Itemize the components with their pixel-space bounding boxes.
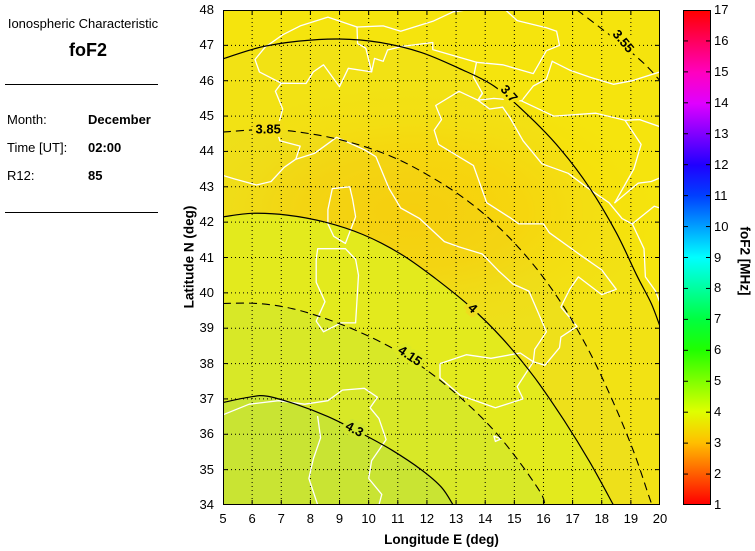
border-slovenia-croatia bbox=[477, 60, 553, 102]
colorbar-tick-label: 12 bbox=[714, 156, 729, 172]
x-axis-title: Longitude E (deg) bbox=[384, 532, 499, 547]
y-tick-label: 37 bbox=[199, 390, 214, 406]
x-tick-label: 13 bbox=[448, 511, 464, 526]
colorbar-tick-label: 3 bbox=[714, 435, 722, 451]
contour-4.15 bbox=[223, 302, 546, 505]
colorbar-tick-labels: 1 2 3 4 5 6 7 8 9 10 11 12 13 14 15 16 17 bbox=[714, 2, 744, 512]
y-tick-label: 46 bbox=[199, 72, 214, 88]
colorbar-tick-label: 1 bbox=[714, 497, 722, 512]
y-tick-label: 40 bbox=[199, 284, 214, 300]
contour-3.85 bbox=[223, 128, 653, 505]
x-tick-label: 18 bbox=[594, 511, 609, 526]
r12-value: 85 bbox=[88, 168, 103, 183]
colorbar-tick-label: 8 bbox=[714, 280, 722, 296]
x-tick-label: 6 bbox=[248, 511, 256, 526]
panel-title: Ionospheric Characteristic bbox=[7, 16, 159, 31]
panel-divider-bottom bbox=[5, 212, 158, 213]
panel-subtitle: foF2 bbox=[69, 40, 107, 60]
border-serbia-border bbox=[624, 118, 660, 128]
x-tick-label: 12 bbox=[419, 511, 435, 526]
y-tick-label: 34 bbox=[199, 497, 214, 512]
border-corsica bbox=[327, 186, 357, 245]
border-sicily bbox=[439, 352, 534, 409]
time-value: 02:00 bbox=[88, 140, 122, 155]
colorbar-tick-label: 13 bbox=[714, 125, 729, 141]
x-tick-label: 15 bbox=[507, 511, 522, 526]
colorbar bbox=[683, 10, 711, 505]
contour-label-3.85: 3.85 bbox=[256, 122, 281, 137]
r12-label: R12: bbox=[7, 168, 35, 183]
x-tick-label: 11 bbox=[391, 511, 405, 526]
colorbar-tick-label: 2 bbox=[714, 466, 722, 482]
border-adriatic-east-coast bbox=[477, 93, 660, 304]
colorbar-tick-label: 16 bbox=[714, 32, 729, 48]
contour-3.7 bbox=[223, 38, 660, 327]
y-axis-title: Latitude N (deg) bbox=[181, 205, 197, 309]
border-sardinia bbox=[315, 248, 360, 333]
month-label: Month: bbox=[7, 112, 47, 127]
x-tick-label: 20 bbox=[652, 511, 668, 526]
colorbar-tick-label: 9 bbox=[714, 249, 722, 265]
colorbar-tick-label: 17 bbox=[714, 2, 729, 17]
border-tunisia-algeria-border bbox=[308, 415, 322, 505]
contour-4 bbox=[223, 212, 614, 505]
border-hungary-croatia bbox=[551, 60, 660, 85]
x-tick-label: 16 bbox=[536, 511, 551, 526]
colorbar-title: foF2 [MHz] bbox=[737, 226, 753, 296]
y-axis-tick-labels: 34 35 36 37 38 39 40 41 42 43 44 45 46 47 48 bbox=[178, 2, 218, 512]
contour-4.3 bbox=[223, 395, 454, 505]
contour-3.55 bbox=[576, 10, 660, 82]
colorbar-tick-label: 7 bbox=[714, 311, 722, 327]
border-austria-hungary bbox=[475, 10, 561, 75]
y-tick-label: 41 bbox=[199, 249, 214, 265]
y-tick-label: 38 bbox=[199, 355, 214, 371]
border-italy bbox=[274, 41, 617, 366]
month-value: December bbox=[88, 112, 151, 127]
x-tick-label: 19 bbox=[623, 511, 639, 526]
y-tick-label: 43 bbox=[199, 178, 214, 194]
y-tick-label: 47 bbox=[199, 37, 214, 53]
x-tick-label: 14 bbox=[477, 511, 493, 526]
border-france-coast bbox=[223, 158, 297, 186]
y-tick-label: 35 bbox=[199, 461, 214, 477]
x-tick-label: 10 bbox=[361, 511, 376, 526]
x-tick-label: 7 bbox=[277, 511, 285, 526]
time-label: Time [UT]: bbox=[7, 140, 68, 155]
colorbar-tick-label: 11 bbox=[714, 187, 728, 203]
border-austria-north bbox=[356, 10, 467, 32]
y-tick-label: 44 bbox=[199, 143, 214, 159]
border-malta bbox=[493, 435, 502, 443]
x-axis-tick-labels: 5 6 7 8 9 10 11 12 13 14 15 16 17 18 19 20 bbox=[219, 511, 667, 527]
border-montenegro-border bbox=[614, 177, 660, 204]
band-fill-4.3 bbox=[223, 395, 454, 505]
colorbar-tick-label: 5 bbox=[714, 373, 722, 389]
colorbar-tick-label: 6 bbox=[714, 342, 722, 358]
x-tick-label: 17 bbox=[565, 511, 580, 526]
colorbar-tick-label: 15 bbox=[714, 63, 729, 79]
y-tick-label: 42 bbox=[199, 214, 214, 230]
x-tick-label: 5 bbox=[219, 511, 227, 526]
y-tick-label: 39 bbox=[199, 320, 214, 336]
x-tick-label: 8 bbox=[306, 511, 314, 526]
colorbar-tick-label: 10 bbox=[714, 218, 729, 234]
colorbar-tick-label: 14 bbox=[714, 94, 729, 110]
y-tick-label: 45 bbox=[199, 108, 214, 124]
panel-divider-top bbox=[5, 84, 158, 85]
plot-frame bbox=[223, 10, 660, 505]
border-albania-border bbox=[631, 205, 660, 225]
border-switzerland bbox=[254, 16, 373, 84]
x-tick-label: 9 bbox=[335, 511, 344, 526]
y-tick-label: 36 bbox=[199, 426, 214, 442]
y-tick-label: 48 bbox=[199, 2, 214, 17]
colorbar-tick-label: 4 bbox=[714, 404, 722, 420]
